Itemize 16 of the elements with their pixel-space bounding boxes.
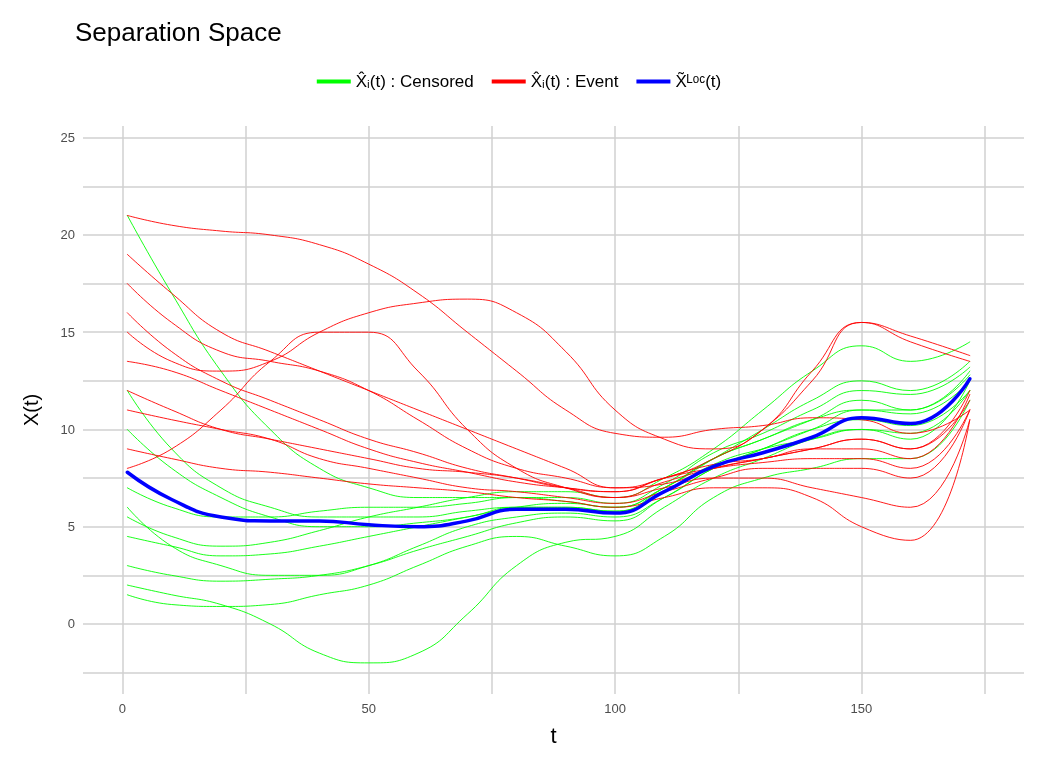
y-tick-label: 5 — [67, 519, 75, 535]
y-tick-label: 15 — [60, 324, 75, 340]
x-tick-label: 150 — [850, 701, 873, 716]
y-axis-title: X(t) — [20, 393, 42, 427]
y-tick-label: 10 — [60, 421, 75, 437]
x-tick-label: 100 — [604, 701, 626, 716]
y-tick-label: 0 — [67, 616, 75, 632]
y-tick-label: 25 — [60, 130, 75, 146]
x-tick-label: 50 — [361, 701, 376, 716]
x-axis-title: t — [550, 722, 557, 748]
chart-title: Separation Space — [75, 17, 282, 47]
legend-label: X̂ᵢ(t) : Censored — [355, 71, 474, 91]
x-tick-label: 0 — [118, 701, 127, 716]
y-tick-label: 20 — [60, 227, 75, 243]
legend-label: X̃ᴸᵒᶜ(t) — [675, 71, 722, 91]
legend-label: X̂ᵢ(t) : Event — [530, 71, 619, 91]
